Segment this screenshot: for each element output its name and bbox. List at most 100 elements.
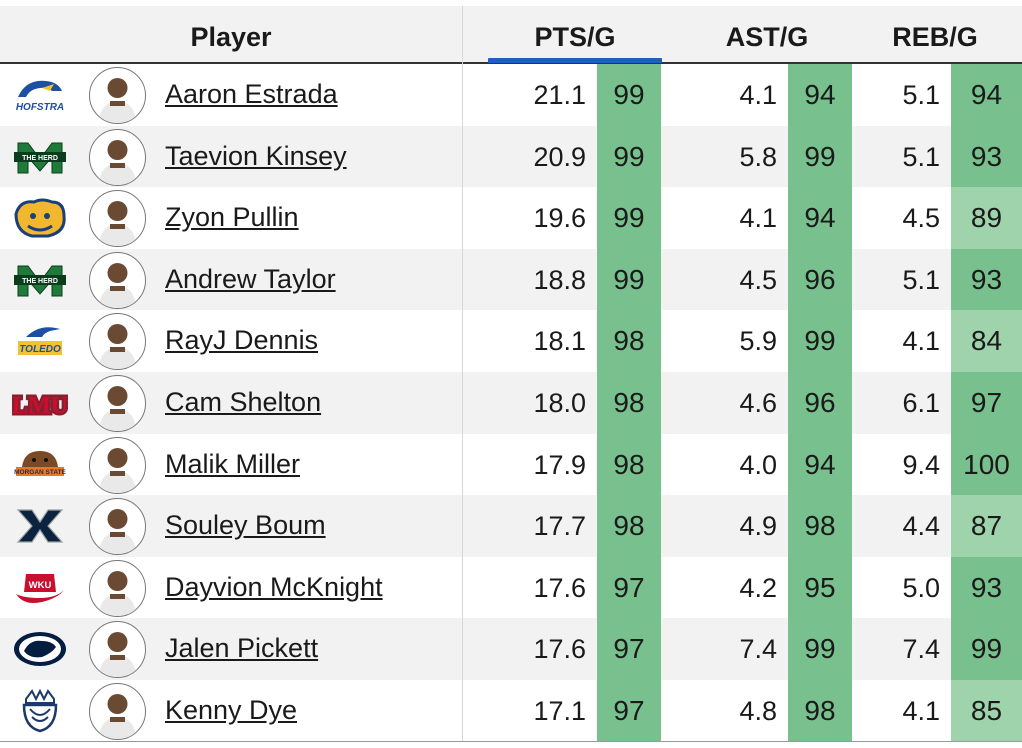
table-row: Zyon Pullin 19.6 99 4.1 94 4.5 89 (0, 187, 1022, 250)
ast-value: 4.1 (739, 80, 777, 110)
marshall-logo-icon: THE HERD (12, 135, 68, 179)
player-name-link[interactable]: Kenny Dye (165, 695, 298, 725)
reb-value: 5.1 (902, 80, 940, 110)
header-ast[interactable]: AST/G (725, 22, 809, 52)
table-row: THE HERD Taevion Kinsey 20.9 99 5.8 99 5.1 93 (0, 125, 1022, 188)
pts-percentile: 98 (597, 372, 661, 434)
hofstra-logo-icon: HOFSTRA (12, 73, 68, 117)
reb-percentile: 94 (951, 64, 1022, 126)
table-header: Player PTS/G AST/G REB/G (0, 6, 1022, 64)
pts-percentile: 98 (597, 495, 661, 558)
pts-value: 17.9 (533, 449, 586, 480)
pts-percentile: 98 (597, 310, 661, 373)
ast-percentile: 99 (788, 310, 852, 373)
pts-value: 17.1 (533, 696, 586, 726)
ast-value: 7.4 (739, 634, 777, 665)
avatar (89, 128, 146, 186)
pts-percentile: 99 (597, 187, 661, 250)
uc-riverside-logo-icon (12, 196, 68, 240)
table-row: MORGAN STATE Malik Miller 17.9 98 4.0 94 9.4 10… (0, 433, 1022, 496)
avatar (89, 375, 146, 432)
player-name-link[interactable]: Aaron Estrada (165, 79, 338, 109)
reb-value: 4.4 (902, 511, 940, 542)
pts-percentile: 97 (597, 618, 661, 681)
pts-value: 18.8 (533, 264, 586, 295)
table-row: Souley Boum 17.7 98 4.9 98 4.4 87 (0, 495, 1022, 558)
reb-value: 4.1 (902, 696, 940, 726)
pts-value: 18.0 (533, 388, 586, 418)
reb-percentile: 93 (951, 248, 1022, 311)
ast-percentile: 99 (788, 125, 852, 188)
pts-percentile: 99 (597, 125, 661, 188)
reb-percentile: 97 (951, 372, 1022, 434)
table-row: Jalen Pickett 17.6 97 7.4 99 7.4 99 (0, 618, 1022, 681)
player-name-link[interactable]: Andrew Taylor (165, 263, 336, 294)
table-row: WKU Dayvion McKnight 17.6 97 4.2 95 5.0 93 (0, 556, 1022, 619)
reb-value: 7.4 (902, 634, 940, 665)
pts-value: 17.7 (533, 511, 586, 542)
player-name-link[interactable]: RayJ Dennis (165, 325, 319, 356)
ast-percentile: 98 (788, 495, 852, 558)
sort-indicator (488, 58, 662, 63)
ast-value: 4.5 (739, 264, 777, 295)
player-name-link[interactable]: Dayvion McKnight (165, 571, 383, 602)
reb-value: 4.5 (902, 203, 940, 234)
player-name-link[interactable]: Cam Shelton (165, 387, 322, 417)
wku-logo-icon: WKU (12, 566, 68, 610)
avatar (89, 436, 146, 494)
column-divider (462, 6, 463, 742)
header-reb[interactable]: REB/G (892, 22, 978, 52)
reb-percentile: 85 (951, 680, 1022, 742)
avatar (89, 559, 146, 617)
queens-logo-icon (12, 689, 68, 733)
morgan-state-logo-icon: MORGAN STATE (12, 443, 68, 487)
ast-percentile: 94 (788, 433, 852, 496)
pts-value: 17.6 (533, 572, 586, 603)
pts-value: 19.6 (533, 203, 586, 234)
player-name-link[interactable]: Jalen Pickett (165, 633, 319, 664)
reb-value: 5.1 (902, 264, 940, 295)
ast-percentile: 98 (788, 680, 852, 742)
penn-state-logo-icon (12, 627, 68, 671)
reb-value: 9.4 (902, 449, 940, 480)
table-row: THE HERD Andrew Taylor 18.8 99 4.5 96 5.1 93 (0, 248, 1022, 311)
pts-percentile: 97 (597, 556, 661, 619)
reb-percentile: 99 (951, 618, 1022, 681)
xavier-logo-icon (12, 504, 68, 548)
reb-percentile: 93 (951, 125, 1022, 188)
ast-percentile: 94 (788, 187, 852, 250)
avatar (89, 313, 146, 371)
svg-text:HOFSTRA: HOFSTRA (16, 102, 64, 113)
player-name-link[interactable]: Souley Boum (165, 510, 326, 541)
pts-percentile: 97 (597, 680, 661, 742)
avatar (89, 251, 146, 309)
table-row: TOLEDO RayJ Dennis 18.1 98 5.9 99 4.1 84 (0, 310, 1022, 373)
ast-value: 4.9 (739, 511, 777, 542)
pts-percentile: 99 (597, 248, 661, 311)
ast-percentile: 96 (788, 372, 852, 434)
svg-text:LMU: LMU (12, 393, 68, 419)
ast-percentile: 95 (788, 556, 852, 619)
ast-value: 5.8 (739, 141, 777, 172)
reb-value: 5.0 (902, 572, 940, 603)
ast-percentile: 94 (788, 64, 852, 126)
lmu-logo-icon: LMU LMU (12, 381, 68, 425)
ast-value: 5.9 (739, 326, 777, 357)
table-row: Kenny Dye 17.1 97 4.8 98 4.1 85 (0, 680, 1022, 742)
pts-value: 21.1 (533, 80, 586, 110)
toledo-logo-icon: TOLEDO (12, 319, 68, 363)
player-name-link[interactable]: Malik Miller (165, 448, 300, 479)
avatar (89, 621, 146, 679)
table-row: HOFSTRA Aaron Estrada 21.1 99 4.1 94 5.1 94 (0, 64, 1022, 126)
player-name-link[interactable]: Zyon Pullin (165, 202, 299, 233)
svg-text:THE HERD: THE HERD (22, 278, 58, 285)
header-player[interactable]: Player (190, 22, 272, 52)
pts-percentile: 98 (597, 433, 661, 496)
svg-text:THE HERD: THE HERD (22, 155, 58, 162)
svg-text:MORGAN STATE: MORGAN STATE (14, 469, 66, 476)
header-pts[interactable]: PTS/G (534, 22, 616, 52)
reb-value: 4.1 (902, 326, 940, 357)
pts-percentile: 99 (597, 64, 661, 126)
player-name-link[interactable]: Taevion Kinsey (165, 140, 347, 171)
